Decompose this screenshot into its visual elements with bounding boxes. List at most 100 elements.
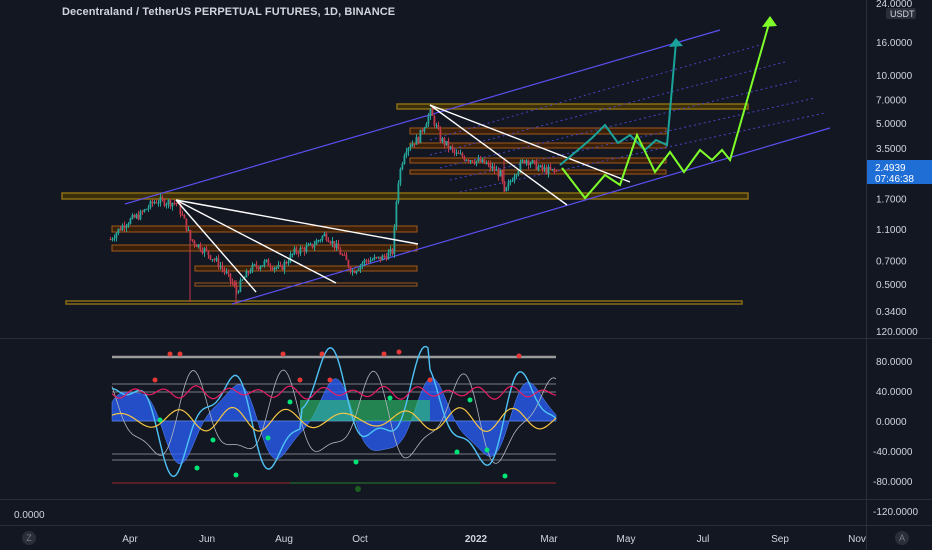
candle-body: [445, 140, 448, 145]
candle-body: [271, 267, 274, 270]
candle-body: [313, 244, 316, 248]
candle-body: [379, 256, 382, 261]
projection-path-green[interactable]: [561, 16, 777, 200]
candle-body: [367, 260, 370, 263]
candle-body: [495, 169, 498, 171]
candle-body: [249, 271, 252, 273]
candle-body: [175, 202, 178, 204]
candle-body: [209, 255, 212, 260]
candle-body: [213, 259, 216, 261]
top-price-label: 24.0000 USDT: [876, 0, 916, 19]
signal-dot: [157, 417, 163, 423]
candle-body: [437, 125, 440, 129]
time-tick-label: Jun: [199, 534, 215, 545]
candle-body: [371, 259, 374, 261]
candle-body: [405, 151, 408, 156]
candle-body: [143, 209, 146, 212]
candle-body: [159, 197, 162, 203]
candle-body: [543, 167, 546, 170]
candle-body: [491, 166, 494, 169]
candle-body: [359, 265, 362, 270]
candle-body: [361, 263, 364, 266]
candle-body: [321, 236, 324, 240]
candle-body: [387, 252, 390, 260]
candle-body: [529, 163, 532, 166]
candle-body: [393, 226, 396, 255]
candle-body: [523, 160, 526, 164]
candle-body: [109, 239, 112, 241]
indicator-tick-label: 0.0000: [876, 417, 907, 428]
signal-dot: [265, 435, 271, 441]
candle-body: [481, 159, 484, 163]
indicator-tick-label: 40.0000: [876, 387, 913, 398]
candle-body: [155, 201, 158, 204]
candle-body: [545, 167, 548, 174]
timezone-button[interactable]: Z: [22, 531, 36, 545]
signal-dot: [319, 351, 325, 357]
signal-dot: [454, 449, 460, 455]
signal-dot: [280, 351, 286, 357]
candle-body: [241, 279, 244, 281]
signal-dot: [353, 459, 359, 465]
candle-body: [261, 265, 264, 267]
candle-body: [187, 230, 190, 232]
auto-scale-button[interactable]: A: [895, 531, 909, 545]
candle-body: [465, 159, 468, 161]
signal-dot: [167, 351, 173, 357]
candle-body: [419, 129, 422, 143]
indicator-axis[interactable]: 120.0000 80.0000 40.0000 0.0000 -40.0000 -80.…: [873, 327, 918, 518]
price-tick-label: 0.7000: [876, 257, 907, 268]
price-axis[interactable]: 16.0000 10.0000 7.0000 5.0000 3.5000 1.7000 1.…: [876, 38, 913, 318]
candle-body: [165, 204, 168, 206]
candle-body: [121, 225, 124, 231]
candle-body: [181, 214, 184, 216]
candle-body: [199, 244, 202, 251]
fan-trendlines[interactable]: [175, 104, 631, 293]
time-tick-label: 2022: [465, 534, 488, 545]
candle-body: [533, 160, 536, 162]
candle-body: [355, 270, 358, 274]
candle-body: [211, 259, 214, 261]
candle-body: [309, 243, 312, 245]
candle-body: [111, 239, 114, 241]
candle-body: [225, 271, 228, 273]
candle-body: [469, 160, 472, 162]
candle-body: [185, 218, 188, 231]
time-tick-label: May: [617, 534, 636, 545]
candle-body: [429, 109, 432, 117]
indicator-tick-label: 80.0000: [876, 357, 913, 368]
candle-body: [255, 264, 258, 268]
candle-body: [129, 218, 132, 224]
candle-body: [345, 254, 348, 261]
candle-body: [331, 240, 334, 244]
candle-body: [403, 155, 406, 164]
candle-body: [499, 170, 502, 177]
projection-path-teal[interactable]: [559, 38, 683, 166]
signal-dot: [467, 397, 473, 403]
candle-body: [201, 250, 204, 253]
candle-body: [171, 202, 174, 207]
candle-body: [511, 180, 514, 182]
candle-body: [153, 201, 156, 204]
indicator-tick-label: -120.0000: [873, 507, 918, 518]
oscillator-pane[interactable]: [111, 345, 557, 493]
candle-body: [353, 271, 356, 274]
candle-body: [349, 266, 352, 272]
candle-body: [239, 280, 242, 292]
candle-body: [169, 200, 172, 207]
candlestick-series[interactable]: [109, 106, 558, 304]
candle-body: [305, 246, 308, 252]
candle-body: [431, 109, 434, 116]
candle-body: [333, 240, 336, 248]
candle-body: [453, 149, 456, 153]
signal-dot: [381, 351, 387, 357]
time-axis[interactable]: Apr Jun Aug Oct 2022 Mar May Jul Sep Nov: [122, 534, 866, 545]
candle-body: [439, 128, 442, 142]
candle-body: [301, 247, 304, 249]
candle-body: [193, 240, 196, 245]
price-tick-label: 0.5000: [876, 280, 907, 291]
candle-body: [183, 214, 186, 219]
oscillator-blue-line: [111, 345, 557, 478]
candle-body: [115, 232, 118, 239]
